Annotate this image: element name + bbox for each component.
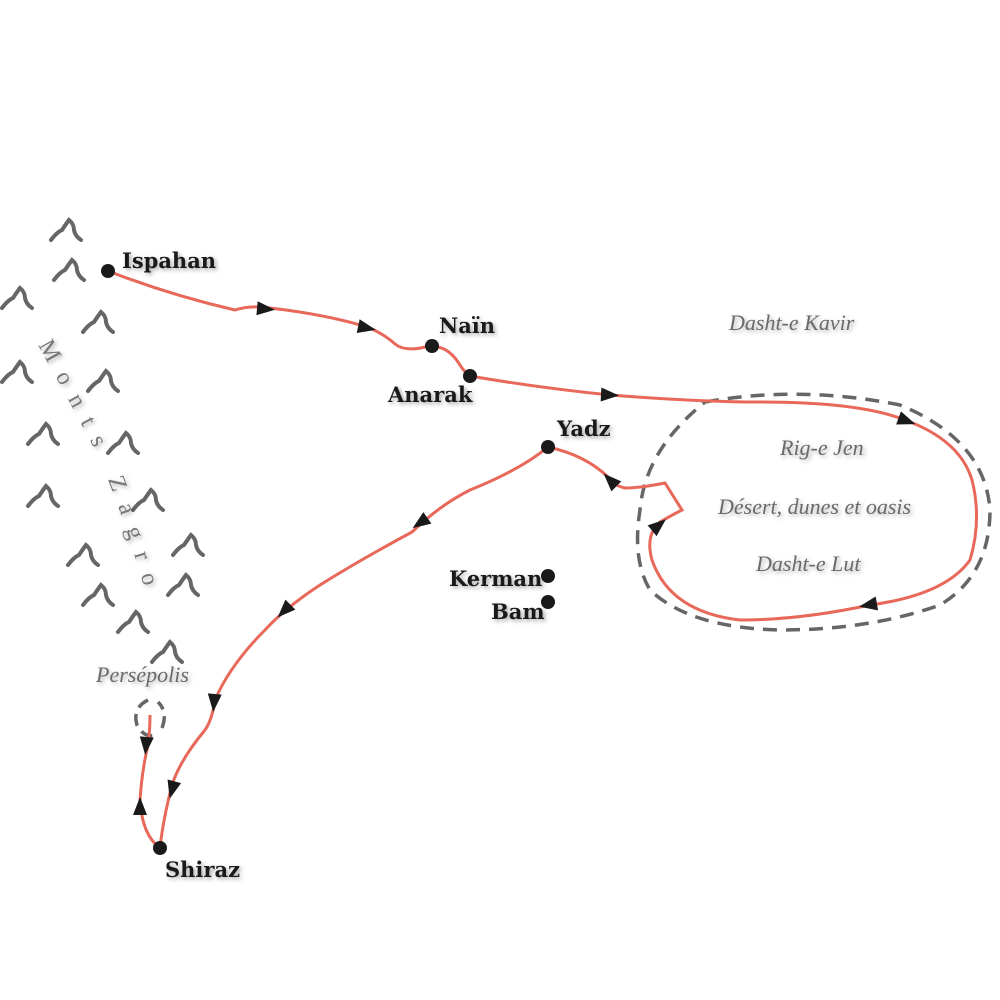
desert-boundary <box>635 392 992 632</box>
mountain-icon <box>49 218 83 242</box>
city-dot-icon <box>153 841 167 855</box>
city-label-kerman: Kerman <box>449 566 542 591</box>
region-label-persepolis: Persépolis <box>95 662 189 687</box>
direction-arrow-icon <box>647 519 666 537</box>
mountain-icon <box>26 422 60 446</box>
direction-arrow-icon <box>167 779 182 799</box>
direction-arrow-icon <box>896 411 916 425</box>
direction-arrow-icon <box>600 387 619 402</box>
city-label-yadz: Yadz <box>556 416 611 441</box>
mountain-icon <box>81 583 115 607</box>
direction-arrow-icon <box>256 301 275 316</box>
city-label-shiraz: Shiraz <box>165 857 240 882</box>
city-dot-icon <box>425 339 439 353</box>
direction-arrow-icon <box>139 736 154 755</box>
region-label-kavir: Dasht-e Kavir <box>728 310 855 335</box>
mountain-icon <box>150 640 184 664</box>
city-dot-icon <box>463 369 477 383</box>
direction-arrow-icon <box>133 797 147 815</box>
direction-arrows <box>133 301 916 815</box>
mountain-icon <box>171 533 205 557</box>
city-dots <box>101 264 555 855</box>
direction-arrow-icon <box>603 473 622 492</box>
city-label-bam: Bam <box>491 599 545 624</box>
mountain-icon <box>86 369 120 393</box>
direction-arrow-icon <box>356 319 376 333</box>
city-label-ispahan: Ispahan <box>122 248 216 273</box>
region-label-desert: Désert, dunes et oasis <box>717 494 911 519</box>
city-dot-icon <box>541 569 555 583</box>
city-dot-icon <box>101 264 115 278</box>
mountain-icon <box>116 610 150 634</box>
city-dot-icon <box>541 440 555 454</box>
direction-arrow-icon <box>412 512 432 529</box>
region-label-rig: Rig-e Jen <box>779 435 864 460</box>
region-label-lut: Dasht-e Lut <box>755 551 861 576</box>
direction-arrow-icon <box>277 599 296 618</box>
mountain-icon <box>166 573 200 597</box>
mountain-icon <box>26 484 60 508</box>
direction-arrow-icon <box>859 596 879 611</box>
city-label-nain: Naïn <box>439 313 495 338</box>
persepolis-boundary <box>134 698 166 738</box>
direction-arrow-icon <box>207 693 222 712</box>
mountain-icon <box>0 286 34 310</box>
mountain-icon <box>66 543 100 567</box>
city-label-anarak: Anarak <box>387 382 473 407</box>
mountain-icon <box>52 258 86 282</box>
mountain-icon <box>0 360 34 384</box>
city-dot-icon <box>541 595 555 609</box>
mountain-icon <box>81 310 115 334</box>
